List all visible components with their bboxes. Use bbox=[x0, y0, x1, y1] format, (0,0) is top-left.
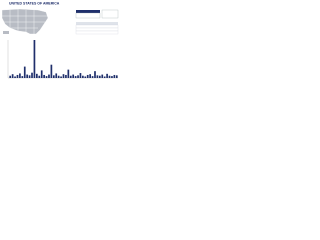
bar bbox=[72, 74, 75, 78]
bar bbox=[69, 75, 72, 78]
bar bbox=[55, 73, 58, 78]
bar bbox=[108, 75, 111, 78]
bar bbox=[79, 73, 82, 78]
bar bbox=[67, 69, 70, 78]
bar bbox=[101, 74, 104, 78]
bar bbox=[48, 74, 50, 78]
bar bbox=[14, 76, 16, 78]
bar bbox=[19, 73, 21, 78]
table-row bbox=[75, 27, 119, 32]
bar bbox=[111, 76, 113, 78]
bar bbox=[96, 75, 99, 78]
dashboard: UNITED STATES OF AMERICA bbox=[0, 0, 120, 90]
bar bbox=[106, 73, 108, 78]
bar bbox=[21, 76, 24, 78]
map-inset bbox=[3, 31, 9, 34]
bar bbox=[11, 74, 14, 78]
bar bbox=[77, 75, 79, 78]
bar bbox=[16, 74, 19, 78]
bar bbox=[45, 76, 48, 78]
bar bbox=[36, 73, 38, 78]
panel-box bbox=[101, 9, 119, 19]
bar bbox=[113, 74, 116, 78]
bar bbox=[52, 75, 55, 78]
bar bbox=[74, 76, 77, 78]
bar bbox=[33, 40, 36, 78]
panel-header bbox=[76, 10, 100, 13]
bar bbox=[57, 75, 60, 78]
dashboard-title: UNITED STATES OF AMERICA bbox=[9, 2, 60, 6]
bar bbox=[40, 70, 43, 78]
bar bbox=[28, 75, 31, 78]
map-shape bbox=[1, 8, 49, 35]
bar bbox=[38, 75, 41, 78]
bar bbox=[26, 74, 29, 78]
map-borders bbox=[2, 9, 48, 34]
bar bbox=[23, 66, 26, 78]
bar bbox=[94, 71, 96, 78]
bar bbox=[89, 74, 91, 78]
bar bbox=[91, 76, 94, 78]
bar bbox=[84, 76, 87, 78]
bar bbox=[82, 75, 84, 78]
summary-panel bbox=[75, 9, 119, 35]
bar bbox=[9, 75, 12, 78]
table-header bbox=[76, 22, 118, 25]
bar bbox=[31, 72, 33, 78]
table-row bbox=[75, 30, 119, 35]
table-row bbox=[75, 24, 119, 29]
bar bbox=[60, 76, 62, 78]
bar bbox=[62, 74, 65, 78]
bar bbox=[50, 64, 53, 78]
us-map bbox=[1, 8, 49, 35]
bar bbox=[43, 74, 45, 78]
bar bbox=[65, 74, 67, 78]
bar bbox=[103, 76, 106, 78]
bar bbox=[86, 74, 89, 78]
bar bbox=[98, 75, 101, 78]
panel-box bbox=[75, 12, 101, 19]
bar bbox=[115, 75, 118, 78]
